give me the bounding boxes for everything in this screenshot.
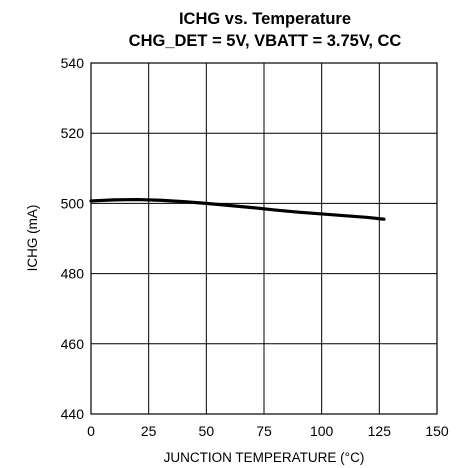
y-axis-label: ICHG (mA) <box>25 205 40 272</box>
x-tick-label: 125 <box>368 423 392 439</box>
y-tick-label: 440 <box>61 406 85 422</box>
x-tick-labels: 0 25 50 75 100 125 150 <box>87 423 449 439</box>
y-tick-label: 520 <box>61 125 85 141</box>
y-tick-labels: 440 460 480 500 520 540 <box>61 55 85 422</box>
plot-frame <box>90 62 438 415</box>
y-tick-label: 460 <box>61 336 85 352</box>
plot-border <box>90 62 438 415</box>
y-tick-label: 540 <box>61 55 85 71</box>
series-line <box>89 197 386 221</box>
grid <box>91 63 437 414</box>
x-tick-label: 25 <box>141 423 157 439</box>
x-tick-label: 150 <box>425 423 449 439</box>
chart-title: ICHG vs. Temperature <box>179 10 351 28</box>
x-tick-label: 100 <box>310 423 334 439</box>
y-tick-label: 480 <box>61 266 85 282</box>
x-axis-label: JUNCTION TEMPERATURE (°C) <box>164 450 365 465</box>
series-group <box>89 197 386 221</box>
chart-subtitle: CHG_DET = 5V, VBATT = 3.75V, CC <box>129 32 402 50</box>
x-tick-label: 50 <box>199 423 215 439</box>
x-tick-label: 75 <box>256 423 272 439</box>
x-tick-label: 0 <box>87 423 95 439</box>
y-tick-label: 500 <box>61 195 85 211</box>
